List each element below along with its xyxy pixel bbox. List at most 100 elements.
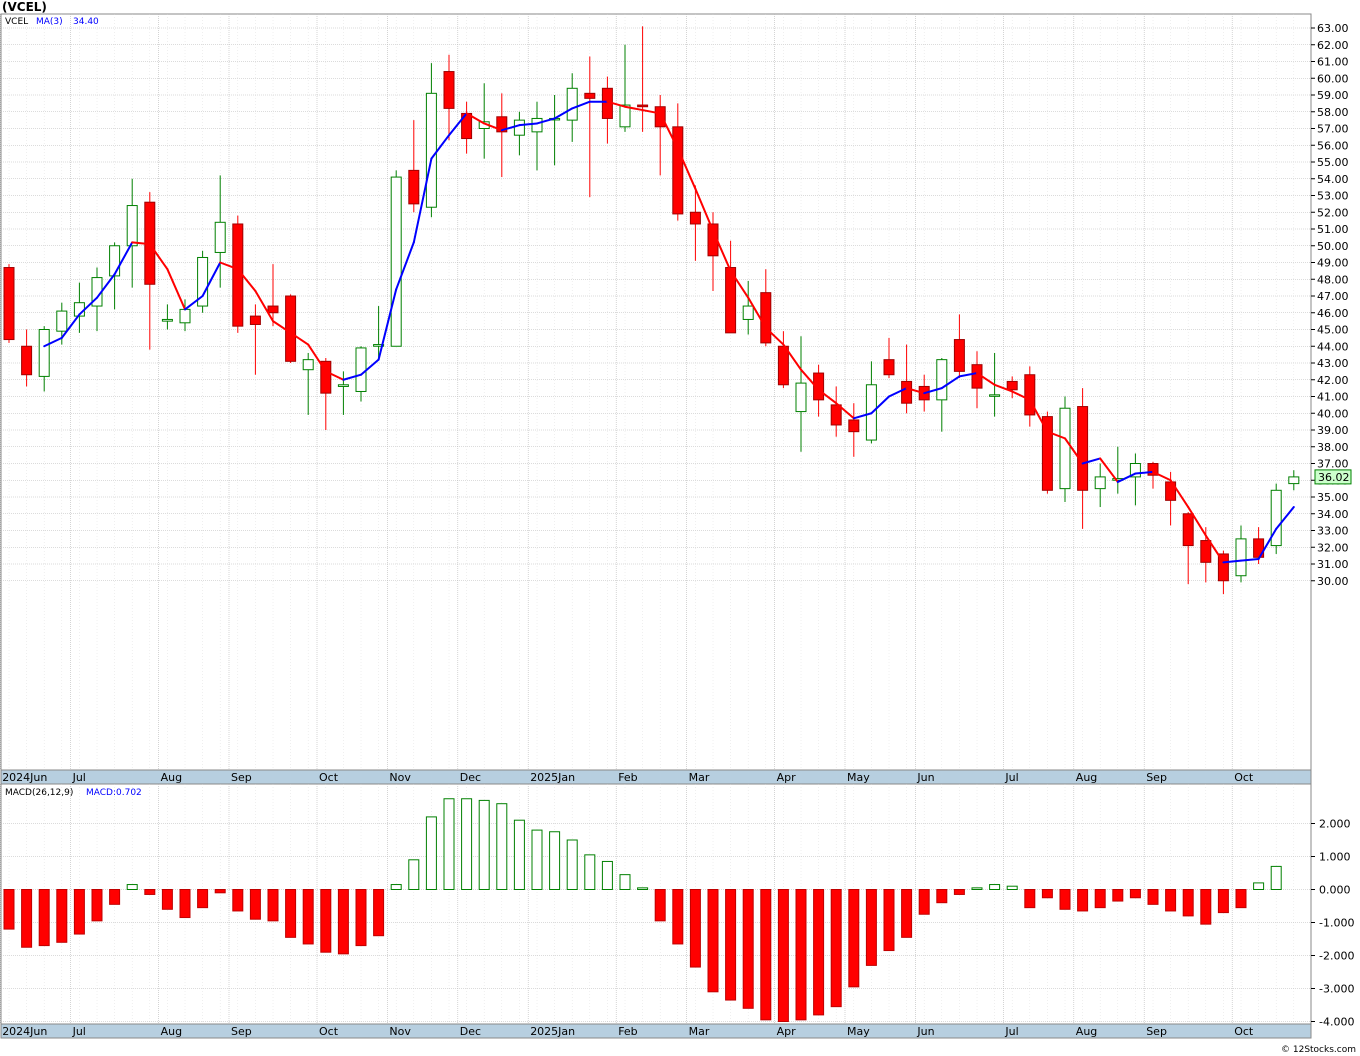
macd-histogram-series <box>3 798 1282 1022</box>
price-tick-label: 52.00 <box>1317 206 1349 219</box>
candle <box>443 54 455 141</box>
ma-segment <box>1081 457 1102 465</box>
x-label: Jun <box>916 771 934 784</box>
candle <box>285 294 297 363</box>
macd-bar <box>355 889 367 947</box>
macd-bar <box>918 889 930 915</box>
ma-segment <box>1152 470 1172 482</box>
candle-body <box>1006 380 1018 391</box>
price-tick-label: 57.00 <box>1317 123 1349 136</box>
candle-body <box>355 347 367 392</box>
ma-segment <box>342 373 362 381</box>
moving-average-series <box>43 100 1295 564</box>
macd-bar <box>197 889 209 909</box>
macd-bar <box>3 889 15 930</box>
candle-body <box>725 267 737 334</box>
candle-body <box>267 305 279 314</box>
candle <box>337 371 349 415</box>
macd-bar <box>1200 889 1212 925</box>
ma-segment <box>747 296 767 329</box>
price-tick-label: 31.00 <box>1317 558 1349 571</box>
macd-bar <box>91 889 103 922</box>
price-tick-label: 60.00 <box>1317 72 1349 85</box>
macd-bar <box>637 887 649 890</box>
price-tick-label: 35.00 <box>1317 491 1349 504</box>
price-y-axis: 30.0031.0032.0033.0034.0035.0036.0037.00… <box>1311 22 1349 588</box>
macd-legend-name: MACD(26,12,9) <box>5 788 73 798</box>
macd-bar <box>901 889 913 938</box>
macd-bar <box>1270 865 1282 891</box>
candle-body <box>795 382 807 413</box>
candle <box>425 63 437 218</box>
x-label: Feb <box>618 1025 637 1038</box>
macd-bar <box>1024 889 1036 909</box>
ma-segment <box>1257 527 1278 560</box>
candle <box>21 329 33 387</box>
macd-bar <box>408 859 420 890</box>
ma-segment <box>1240 557 1260 562</box>
candle-body <box>373 344 385 347</box>
candle-body <box>654 106 666 128</box>
ma-segment <box>360 358 380 376</box>
ma-segment <box>500 124 521 132</box>
candle <box>830 386 842 437</box>
x-label: 2025Jan <box>530 1025 575 1038</box>
macd-bar <box>285 889 297 938</box>
macd-bar <box>865 889 877 966</box>
price-tick-label: 43.00 <box>1317 357 1349 370</box>
macd-tick-label: -4.000 <box>1319 1016 1354 1029</box>
x-label: Aug <box>161 1025 182 1038</box>
macd-tick-label: 0.000 <box>1319 884 1351 897</box>
ma-segment <box>958 372 978 378</box>
macd-bar <box>584 854 596 890</box>
ma-segment <box>694 187 714 232</box>
x-label: Dec <box>460 1025 481 1038</box>
macd-bar <box>161 889 173 910</box>
candle <box>513 111 525 156</box>
candle-body <box>408 169 420 205</box>
price-tick-label: 61.00 <box>1317 56 1349 69</box>
candle <box>1041 411 1053 494</box>
ma-segment <box>78 296 98 316</box>
candle-body <box>1288 476 1300 485</box>
ma-segment <box>184 295 204 311</box>
macd-bar <box>373 889 385 937</box>
x-label: Mar <box>689 771 710 784</box>
candle <box>3 264 15 343</box>
candle <box>161 304 173 330</box>
ma-segment <box>1169 479 1190 509</box>
ma-segment <box>395 241 415 291</box>
candle-body <box>936 359 948 401</box>
ma-segment <box>940 375 961 390</box>
candle <box>742 280 754 335</box>
macd-bar <box>795 889 807 1021</box>
macd-bar <box>126 884 138 890</box>
candle-body <box>214 221 226 253</box>
candle-body <box>566 87 578 121</box>
x-label: Oct <box>319 771 339 784</box>
candle-body <box>3 267 15 341</box>
candle <box>1147 461 1159 489</box>
candle-body <box>637 104 649 108</box>
macd-tick-label: 1.000 <box>1319 851 1351 864</box>
macd-bar <box>1235 889 1247 909</box>
ma-segment <box>553 107 574 120</box>
macd-bar <box>1059 889 1071 910</box>
ma-segment <box>377 288 398 361</box>
ma-segment <box>712 229 732 272</box>
candle <box>672 103 684 221</box>
last-price-label: 36.02 <box>1318 471 1350 484</box>
ma-segment <box>1134 470 1154 475</box>
ma-segment <box>201 261 222 297</box>
candle-body <box>1094 476 1106 490</box>
macd-tick-label: -3.000 <box>1319 983 1354 996</box>
candle-body <box>760 292 772 344</box>
candle <box>883 337 895 379</box>
macd-bar <box>830 889 842 1008</box>
candle-body <box>1270 489 1282 547</box>
candle <box>197 250 209 313</box>
x-label: May <box>847 771 870 784</box>
ma-segment <box>835 402 855 420</box>
candle-body <box>425 92 437 208</box>
